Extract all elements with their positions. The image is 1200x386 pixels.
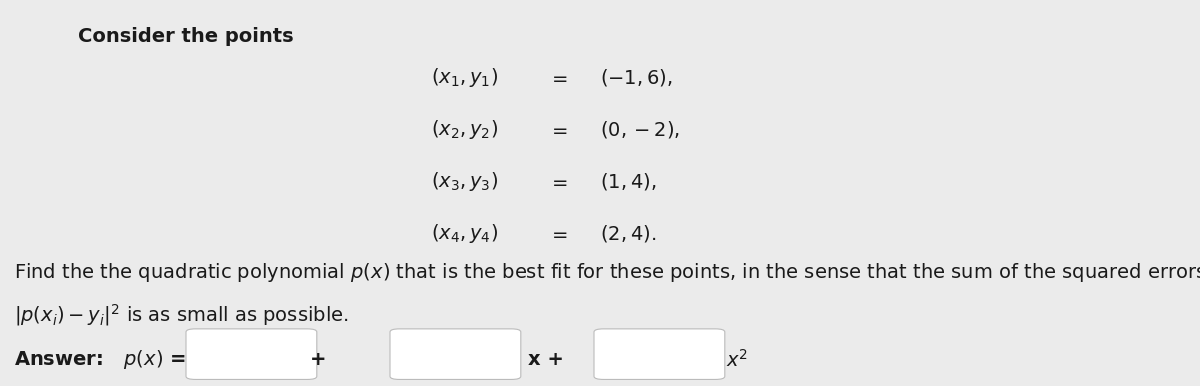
- Text: $=$: $=$: [548, 224, 568, 243]
- Text: +: +: [310, 350, 326, 369]
- Text: $=$: $=$: [548, 120, 568, 139]
- Text: $(0, -2),$: $(0, -2),$: [600, 119, 680, 140]
- FancyBboxPatch shape: [186, 329, 317, 379]
- Text: $(2, 4).$: $(2, 4).$: [600, 223, 656, 244]
- Text: $|p(x_i) - y_i|^2$ is as small as possible.: $|p(x_i) - y_i|^2$ is as small as possib…: [14, 301, 349, 328]
- Text: Consider the points: Consider the points: [78, 27, 294, 46]
- FancyBboxPatch shape: [594, 329, 725, 379]
- Text: x +: x +: [528, 350, 564, 369]
- Text: $=$: $=$: [548, 68, 568, 87]
- Text: $(x_3, y_3)$: $(x_3, y_3)$: [431, 170, 498, 193]
- Text: $(1, 4),$: $(1, 4),$: [600, 171, 656, 192]
- Text: Find the the quadratic polynomial $p(x)$ that is the best fit for these points, : Find the the quadratic polynomial $p(x)$…: [14, 261, 1200, 284]
- FancyBboxPatch shape: [390, 329, 521, 379]
- Text: $=$: $=$: [548, 172, 568, 191]
- Text: Answer:   $p(x)$ =: Answer: $p(x)$ =: [14, 348, 186, 371]
- Text: $(-1, 6),$: $(-1, 6),$: [600, 67, 673, 88]
- Text: $(x_4, y_4)$: $(x_4, y_4)$: [431, 222, 498, 245]
- Text: $x^2$: $x^2$: [726, 349, 748, 371]
- Text: $(x_2, y_2)$: $(x_2, y_2)$: [431, 118, 498, 141]
- Text: $(x_1, y_1)$: $(x_1, y_1)$: [431, 66, 498, 89]
